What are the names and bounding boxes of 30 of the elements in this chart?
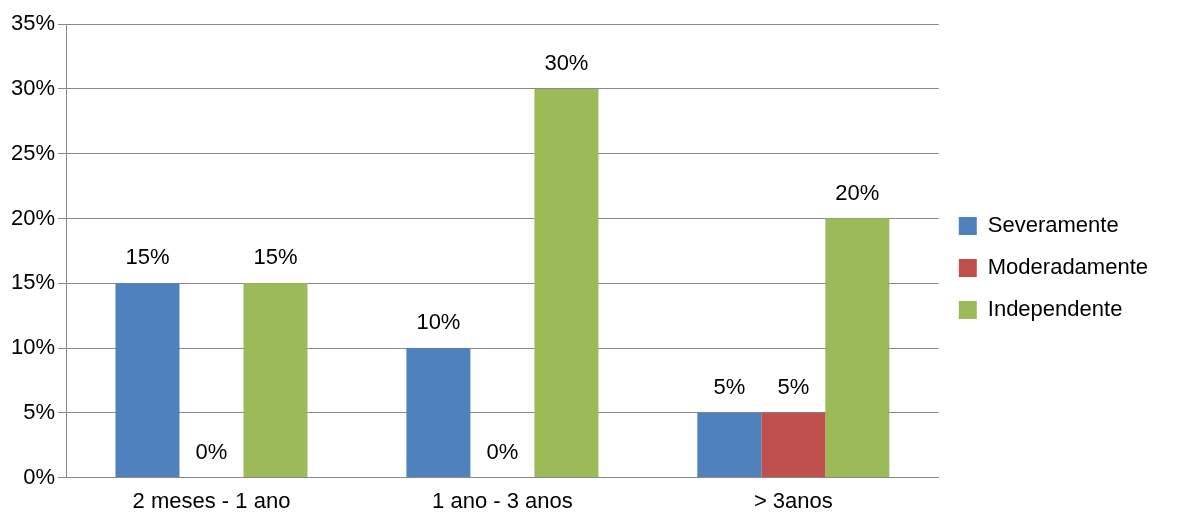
legend-label: Severamente bbox=[987, 212, 1119, 238]
legend-label: Independente bbox=[987, 296, 1123, 322]
data-label: 5% bbox=[777, 373, 810, 399]
bar bbox=[534, 88, 599, 478]
x-tick-label: 1 ano - 3 anos bbox=[432, 487, 573, 513]
y-tick-label: 5% bbox=[23, 398, 56, 424]
x-tick-label: > 3anos bbox=[753, 487, 833, 513]
data-label: 20% bbox=[835, 179, 880, 205]
data-label: 10% bbox=[416, 309, 461, 335]
bar bbox=[115, 283, 180, 478]
bar bbox=[243, 283, 308, 478]
data-label: 15% bbox=[125, 244, 170, 270]
bar bbox=[697, 412, 762, 478]
bar bbox=[761, 412, 826, 478]
data-label: 0% bbox=[195, 438, 228, 464]
y-tick-label: 10% bbox=[10, 334, 56, 360]
y-tick-label: 15% bbox=[10, 269, 56, 295]
bar bbox=[406, 348, 471, 478]
y-tick-label: 25% bbox=[10, 139, 56, 165]
x-tick-label: 2 meses - 1 ano bbox=[132, 487, 291, 513]
y-tick-label: 0% bbox=[23, 463, 56, 489]
legend-label: Moderadamente bbox=[987, 254, 1149, 280]
data-label: 30% bbox=[544, 50, 589, 76]
y-tick-label: 35% bbox=[10, 10, 56, 36]
bar bbox=[825, 218, 890, 478]
y-tick-label: 20% bbox=[10, 204, 56, 230]
data-label: 0% bbox=[486, 438, 519, 464]
data-label: 15% bbox=[253, 244, 298, 270]
y-tick-label: 30% bbox=[10, 75, 56, 101]
data-label: 5% bbox=[713, 373, 746, 399]
